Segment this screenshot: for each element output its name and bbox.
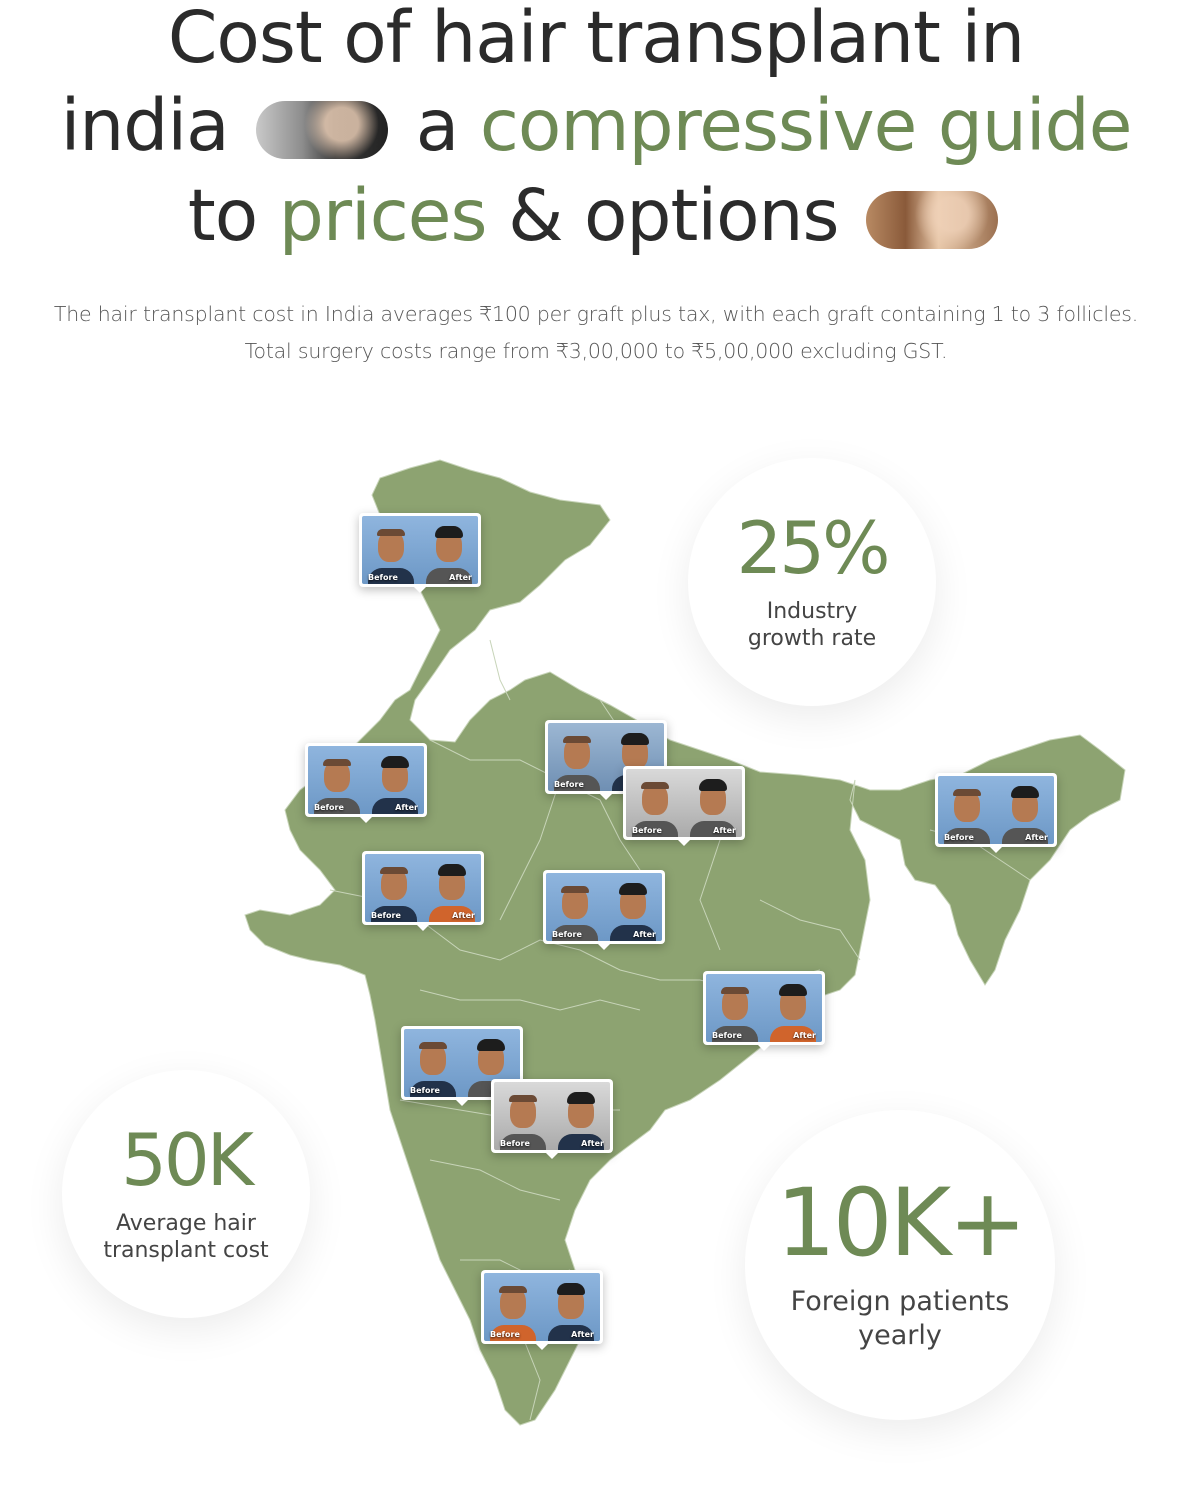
before-after-card[interactable]: Before After: [935, 773, 1057, 847]
heading-text: & options: [508, 174, 839, 257]
before-after-card[interactable]: Before After: [623, 766, 745, 840]
heading-highlight: prices: [278, 174, 488, 257]
heading-highlight: compressive guide: [479, 84, 1133, 167]
before-after-card[interactable]: Before After: [703, 971, 825, 1045]
before-after-card[interactable]: Before After: [543, 870, 665, 944]
intro-line-2: Total surgery costs range from ₹3,00,000…: [244, 339, 948, 363]
before-after-card[interactable]: Before After: [359, 513, 481, 587]
before-label: Before: [410, 1086, 440, 1095]
before-label: Before: [552, 930, 582, 939]
before-after-card[interactable]: Before After: [362, 851, 484, 925]
before-label: Before: [712, 1031, 742, 1040]
before-label: Before: [490, 1330, 520, 1339]
stat-label: Average hair transplant cost: [103, 1210, 268, 1265]
after-label: After: [452, 911, 475, 920]
stat-label-line: transplant cost: [103, 1238, 269, 1263]
before-label: Before: [314, 803, 344, 812]
stat-average-cost: 50K Average hair transplant cost: [62, 1070, 310, 1318]
heading-line-3: to prices & options: [0, 180, 1192, 251]
stat-label-line: growth rate: [747, 626, 877, 651]
before-label: Before: [554, 780, 584, 789]
stat-label-line: Foreign patients: [790, 1286, 1010, 1318]
intro-line-1: The hair transplant cost in India averag…: [53, 302, 1139, 326]
after-label: After: [581, 1139, 604, 1148]
stat-foreign-patients: 10K+ Foreign patients yearly: [745, 1110, 1055, 1420]
heading-text: to: [187, 174, 258, 257]
heading-text: Cost of hair transplant in: [167, 0, 1025, 79]
before-label: Before: [500, 1139, 530, 1148]
stat-growth-rate: 25% Industry growth rate: [688, 458, 936, 706]
after-label: After: [713, 826, 736, 835]
before-label: Before: [371, 911, 401, 920]
heading-text: india: [60, 84, 230, 167]
stat-label-line: Average hair: [116, 1210, 256, 1236]
stat-label: Industry growth rate: [748, 598, 876, 653]
after-label: After: [395, 803, 418, 812]
before-label: Before: [944, 833, 974, 842]
before-after-card[interactable]: Before After: [481, 1270, 603, 1344]
before-after-card[interactable]: Before After: [305, 743, 427, 817]
before-after-card[interactable]: Before After: [491, 1079, 613, 1153]
after-label: After: [571, 1330, 594, 1339]
stat-label: Foreign patients yearly: [791, 1285, 1010, 1353]
before-label: Before: [632, 826, 662, 835]
heading-text: a: [415, 84, 460, 167]
surgery-photo-pill: [866, 191, 999, 250]
heading-line-1: Cost of hair transplant in: [0, 2, 1192, 73]
stat-value: 25%: [736, 505, 890, 590]
stat-value: 50K: [121, 1117, 254, 1202]
stat-label-line: Industry: [766, 598, 858, 624]
heading-line-2: india a compressive guide: [0, 90, 1192, 161]
hair-photo-pill: [256, 101, 389, 160]
stat-value: 10K+: [775, 1169, 1027, 1279]
after-label: After: [1025, 833, 1048, 842]
before-label: Before: [368, 573, 398, 582]
after-label: After: [449, 573, 472, 582]
india-map-outline: [244, 459, 1126, 1426]
intro-paragraph: The hair transplant cost in India averag…: [0, 296, 1192, 370]
after-label: After: [633, 930, 656, 939]
stat-label-line: yearly: [858, 1320, 942, 1351]
after-label: After: [793, 1031, 816, 1040]
